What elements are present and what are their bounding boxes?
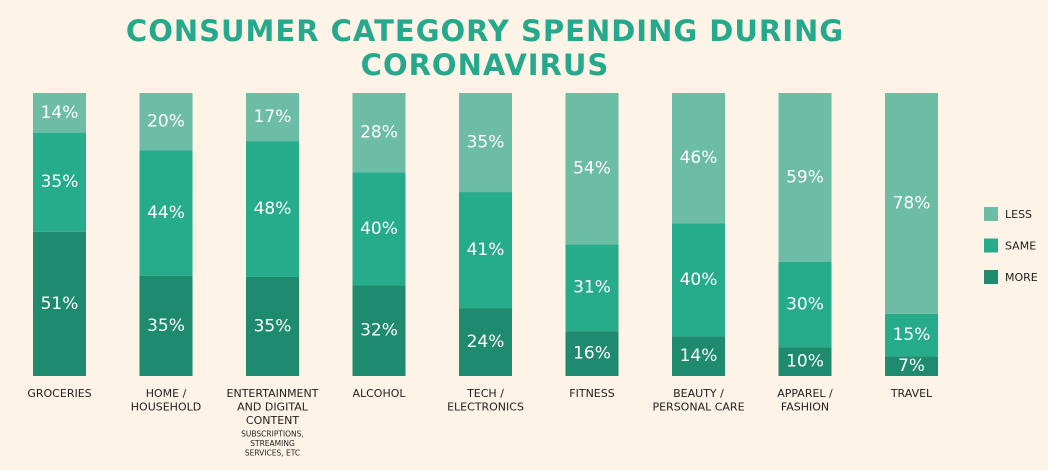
bar-segment-less (246, 93, 299, 142)
data-label-same: 41% (467, 240, 505, 260)
bar-segment-less (33, 93, 86, 133)
category-label: ELECTRONICS (447, 401, 524, 414)
data-label-more: 35% (254, 316, 292, 336)
bar-segment-same (352, 172, 406, 286)
data-label-more: 35% (147, 316, 185, 336)
data-label-more: 16% (573, 344, 611, 364)
bar-segment-more (459, 308, 512, 376)
bar-segment-same (33, 132, 86, 232)
data-label-less: 46% (680, 148, 718, 168)
data-label-more: 10% (786, 352, 824, 372)
category-label: APPAREL / (777, 387, 833, 400)
bar-segment-same (885, 313, 938, 357)
data-label-same: 40% (680, 270, 718, 290)
data-label-less: 14% (41, 103, 79, 123)
data-label-less: 28% (360, 123, 398, 143)
bar-segment-more (352, 285, 406, 376)
category-label: FITNESS (569, 387, 614, 400)
chart-title: CONSUMER CATEGORY SPENDING DURING CORONA… (125, 14, 845, 82)
category-label: HOME / (146, 387, 187, 400)
legend-swatch-less (984, 207, 998, 221)
data-label-less: 59% (786, 167, 824, 187)
bar-segment-same (246, 141, 299, 277)
category-note: SUBSCRIPTIONS, (241, 430, 304, 439)
bar-segment-less (778, 93, 832, 262)
data-label-less: 35% (467, 133, 505, 153)
category-label: CONTENT (246, 414, 299, 427)
category-label: ENTERTAINMENT (227, 387, 319, 400)
category-label: ALCOHOL (352, 387, 406, 400)
data-label-more: 14% (680, 346, 718, 366)
bar-segment-more (246, 276, 299, 376)
data-label-less: 78% (893, 193, 931, 213)
data-label-same: 48% (254, 199, 292, 219)
data-label-same: 35% (41, 172, 79, 192)
category-label: AND DIGITAL (237, 401, 309, 414)
data-label-more: 24% (467, 332, 505, 352)
bar-segment-less (885, 93, 938, 314)
category-label: PERSONAL CARE (652, 401, 744, 414)
bar-segment-same (565, 244, 619, 332)
category-label: BEAUTY / (673, 387, 724, 400)
legend-swatch-same (984, 238, 998, 253)
legend-label-less: LESS (1005, 208, 1032, 221)
bar-segment-same (139, 150, 193, 276)
data-label-same: 40% (360, 219, 398, 239)
bar-segment-less (565, 93, 619, 245)
category-label: TECH / (466, 387, 504, 400)
category-note: SERVICES, ETC (245, 449, 300, 458)
category-label: FASHION (781, 401, 829, 414)
bar-segment-more (565, 331, 619, 376)
data-label-same: 30% (786, 295, 824, 315)
bar-segment-less (139, 93, 193, 151)
bar-segment-more (672, 336, 725, 376)
data-label-less: 54% (573, 159, 611, 179)
bar-segment-less (352, 93, 406, 173)
bar-segment-less (672, 93, 725, 224)
bar-segment-same (778, 261, 832, 348)
legend-label-same: SAME (1005, 240, 1036, 253)
category-label: GROCERIES (27, 387, 91, 400)
data-label-same: 31% (573, 278, 611, 298)
bar-segment-more (33, 231, 86, 376)
data-label-more: 7% (898, 356, 925, 376)
bar-segment-same (672, 223, 725, 337)
data-label-more: 32% (360, 321, 398, 341)
data-label-same: 15% (893, 325, 931, 345)
bar-segment-same (459, 192, 512, 309)
legend-label-more: MORE (1005, 271, 1038, 284)
category-label: TRAVEL (890, 387, 933, 400)
data-label-more: 51% (41, 294, 79, 314)
bar-segment-less (459, 93, 512, 193)
legend-swatch-more (984, 270, 998, 284)
bar-segment-more (139, 275, 193, 376)
data-label-less: 17% (254, 107, 292, 127)
category-note: STREAMING (250, 439, 295, 448)
bar-segment-more (885, 356, 938, 376)
data-label-same: 44% (147, 203, 185, 223)
bar-segment-more (778, 347, 832, 376)
data-label-less: 20% (147, 112, 185, 132)
category-label: HOUSEHOLD (131, 401, 201, 414)
